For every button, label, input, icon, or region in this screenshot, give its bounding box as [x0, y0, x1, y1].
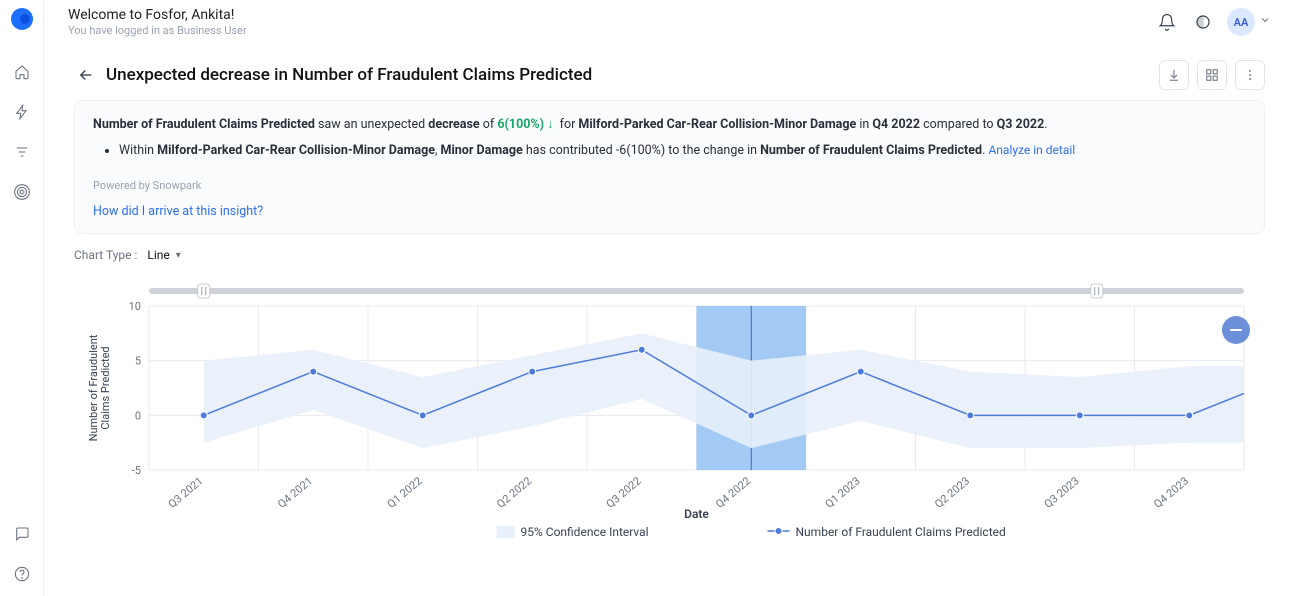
- svg-text:10: 10: [129, 300, 141, 313]
- avatar[interactable]: AA: [1227, 8, 1255, 36]
- topbar: Welcome to Fosfor, Ankita! You have logg…: [44, 0, 1295, 42]
- insight-bullet: Within Milford-Parked Car-Rear Collision…: [119, 141, 1246, 161]
- download-button[interactable]: [1159, 60, 1189, 90]
- insight-bullets: Within Milford-Parked Car-Rear Collision…: [119, 141, 1246, 161]
- more-button[interactable]: [1235, 60, 1265, 90]
- welcome-title: Welcome to Fosfor, Ankita!: [68, 6, 247, 24]
- chat-icon[interactable]: [12, 524, 32, 544]
- svg-text:0: 0: [135, 410, 141, 423]
- svg-text:Q3 2022: Q3 2022: [604, 475, 644, 511]
- bullet-metric: Number of Fraudulent Claims Predicted: [760, 143, 982, 158]
- app-logo[interactable]: [11, 8, 33, 30]
- chart-type-value[interactable]: Line: [147, 248, 169, 262]
- chart-type-row: Chart Type : Line ▾: [44, 234, 1295, 266]
- grid-button[interactable]: [1197, 60, 1227, 90]
- help-icon[interactable]: [12, 564, 32, 584]
- insight-change-word: decrease: [428, 117, 479, 132]
- filter-icon[interactable]: [12, 142, 32, 162]
- insight-metric: Number of Fraudulent Claims Predicted: [93, 117, 315, 132]
- svg-text:Number of FraudulentClaims Pre: Number of FraudulentClaims Predicted: [87, 335, 112, 442]
- powered-by: Powered by Snowpark: [93, 179, 1246, 192]
- avatar-initials: AA: [1234, 16, 1249, 29]
- bullet-contrib: -6(100%): [616, 143, 665, 158]
- line-chart[interactable]: -5 0 5 10 Number of FraudulentClaims Predict…: [74, 278, 1264, 548]
- radar-icon[interactable]: [12, 182, 32, 202]
- chart-type-label: Chart Type :: [74, 248, 137, 262]
- bullet-driver: Minor Damage: [441, 143, 523, 158]
- svg-text:Q3 2021: Q3 2021: [166, 475, 206, 511]
- left-nav-rail: [0, 0, 44, 596]
- svg-text:-5: -5: [132, 464, 141, 477]
- chart-container: -5 0 5 10 Number of FraudulentClaims Predict…: [74, 278, 1265, 548]
- welcome-block: Welcome to Fosfor, Ankita! You have logg…: [68, 6, 247, 38]
- welcome-subtitle: You have logged in as Business User: [68, 24, 247, 38]
- svg-text:5: 5: [135, 355, 141, 368]
- chevron-down-icon[interactable]: ▾: [176, 250, 181, 261]
- bullet-segment: Milford-Parked Car-Rear Collision-Minor …: [157, 143, 435, 158]
- svg-text:Q2 2022: Q2 2022: [494, 475, 534, 511]
- bolt-icon[interactable]: [12, 102, 32, 122]
- insight-change-value: 6(100%): [497, 117, 544, 132]
- home-icon[interactable]: [12, 62, 32, 82]
- how-insight-link[interactable]: How did I arrive at this insight?: [93, 204, 263, 219]
- insight-card: Number of Fraudulent Claims Predicted sa…: [74, 100, 1265, 234]
- bell-icon[interactable]: [1153, 8, 1181, 36]
- svg-text:Q1 2022: Q1 2022: [385, 475, 425, 511]
- svg-text:Q1 2023: Q1 2023: [823, 475, 863, 511]
- svg-text:Date: Date: [684, 507, 709, 521]
- insight-period: Q4 2022: [872, 117, 920, 132]
- analyze-link[interactable]: Analyze in detail: [988, 143, 1075, 157]
- insight-compare-to: Q3 2022: [997, 117, 1045, 132]
- main-area: Welcome to Fosfor, Ankita! You have logg…: [44, 0, 1295, 596]
- svg-text:Q3 2023: Q3 2023: [1042, 475, 1082, 511]
- svg-text:Number of Fraudulent Claims Pr: Number of Fraudulent Claims Predicted: [796, 525, 1006, 539]
- svg-text:95% Confidence Interval: 95% Confidence Interval: [521, 525, 649, 539]
- insight-summary: Number of Fraudulent Claims Predicted sa…: [93, 115, 1246, 135]
- insight-segment: Milford-Parked Car-Rear Collision-Minor …: [578, 117, 856, 132]
- arrow-down-icon: ↓: [547, 117, 553, 132]
- page-header: Unexpected decrease in Number of Fraudul…: [44, 42, 1295, 100]
- svg-text:Q4 2023: Q4 2023: [1151, 475, 1191, 511]
- svg-text:Q2 2023: Q2 2023: [932, 475, 972, 511]
- theme-toggle-icon[interactable]: [1189, 8, 1217, 36]
- svg-text:Q4 2021: Q4 2021: [275, 475, 315, 511]
- back-button[interactable]: [74, 63, 98, 87]
- chevron-down-icon[interactable]: [1259, 14, 1271, 30]
- page-title: Unexpected decrease in Number of Fraudul…: [106, 65, 592, 85]
- svg-text:Q4 2022: Q4 2022: [713, 475, 753, 511]
